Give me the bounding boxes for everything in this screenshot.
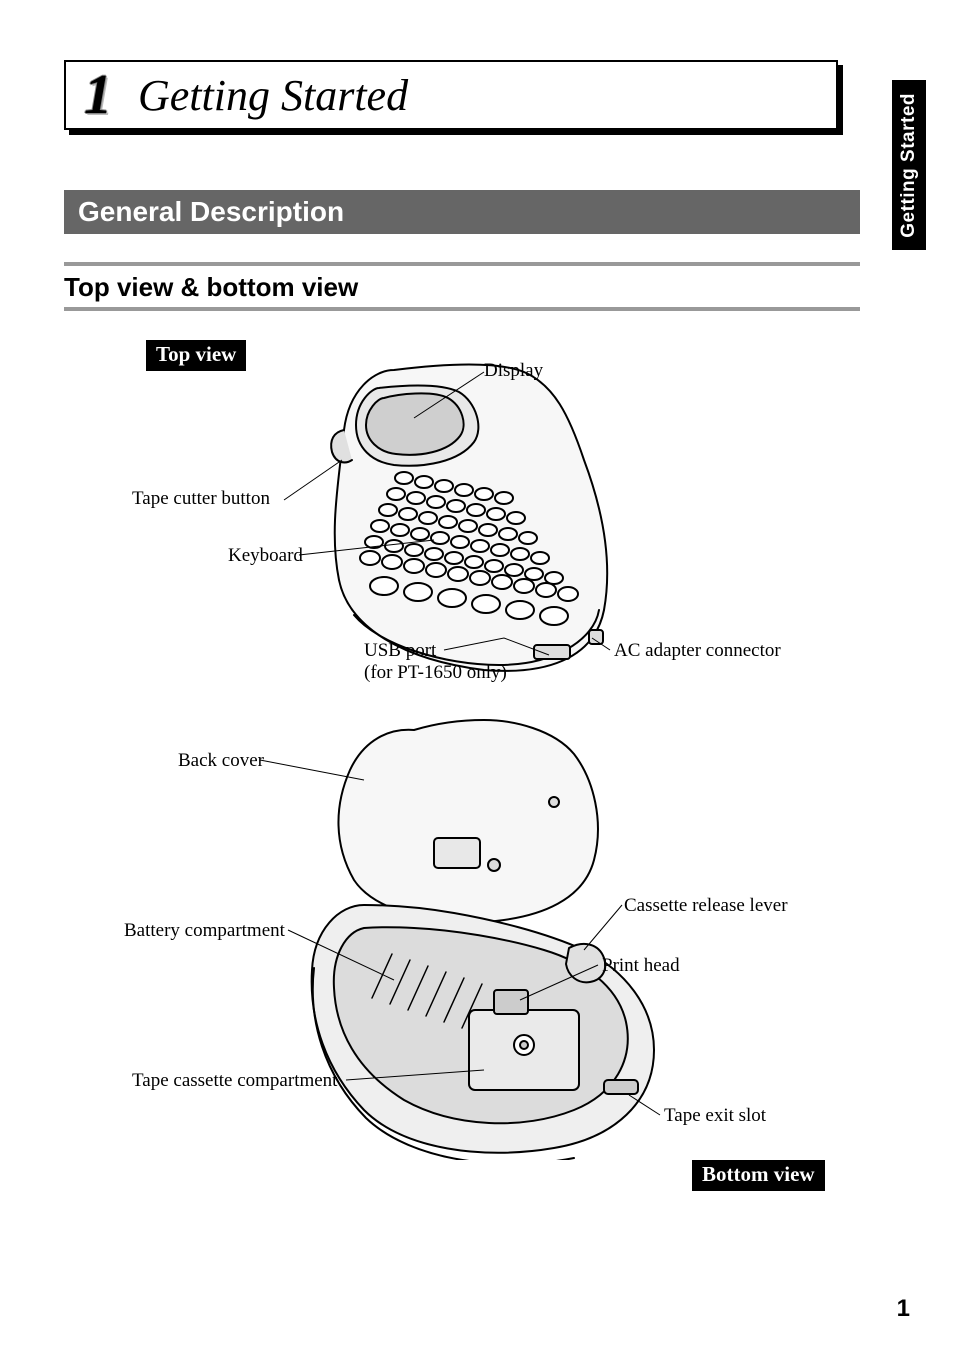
chapter-heading: 1 Getting Started (64, 60, 838, 130)
side-tab-text: Getting Started (898, 93, 920, 238)
diagram-area: Top view (64, 330, 860, 1210)
callout-ac: AC adapter connector (614, 640, 781, 662)
callout-tape-exit: Tape exit slot (664, 1105, 766, 1127)
bottom-view-label: Bottom view (692, 1160, 825, 1191)
section-heading: General Description (64, 190, 860, 234)
callout-tape-cutter: Tape cutter button (132, 488, 270, 510)
chapter-title: Getting Started (138, 70, 408, 121)
callout-cassette-release: Cassette release lever (624, 895, 788, 917)
callout-print-head: Print head (602, 955, 680, 977)
callout-tape-cassette: Tape cassette compartment (132, 1070, 337, 1092)
callout-usb: USB port (for PT-1650 only) (364, 640, 507, 684)
section-title: General Description (78, 196, 344, 228)
callout-display: Display (484, 360, 543, 382)
subsection-rule-bottom (64, 307, 860, 311)
side-tab: Getting Started (892, 80, 926, 250)
callout-battery: Battery compartment (124, 920, 285, 942)
page-number: 1 (897, 1295, 910, 1323)
subsection-title: Top view & bottom view (64, 272, 358, 303)
callout-back-cover: Back cover (178, 750, 264, 772)
chapter-number: 1 (84, 63, 112, 127)
subsection-rule-top (64, 262, 860, 266)
callout-keyboard: Keyboard (228, 545, 303, 567)
